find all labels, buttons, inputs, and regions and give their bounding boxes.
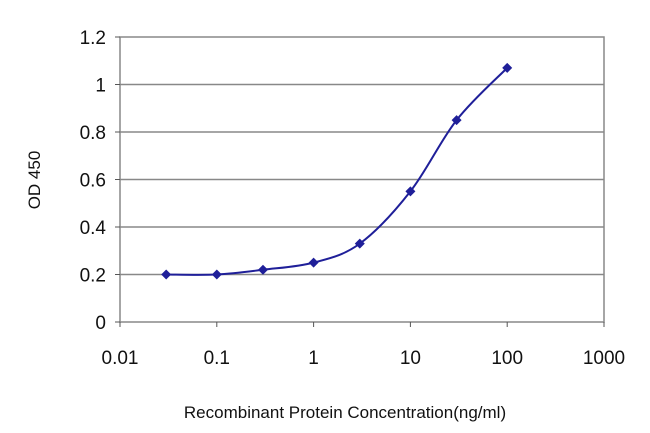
y-tick-label: 0.2 <box>80 266 106 287</box>
y-axis: 0 0.2 0.4 0.6 0.8 1 1.2 <box>80 28 120 334</box>
y-tick-label: 0 <box>95 313 106 334</box>
data-point <box>502 62 513 73</box>
series-layer <box>161 62 513 280</box>
data-point <box>451 115 462 126</box>
x-tick-label: 1 <box>308 348 319 369</box>
x-tick-label: 0.1 <box>204 348 230 369</box>
data-point <box>211 269 222 280</box>
x-tick-label: 1000 <box>583 348 625 369</box>
x-axis: 0.01 0.1 1 10 100 1000 <box>102 322 625 369</box>
y-tick-label: 0.8 <box>80 123 106 144</box>
y-tick-label: 1 <box>95 76 106 97</box>
data-point <box>405 186 416 197</box>
data-point <box>161 269 172 280</box>
y-tick-label: 1.2 <box>80 28 106 49</box>
x-tick-label: 0.01 <box>102 348 139 369</box>
y-axis-label: OD 450 <box>25 151 44 210</box>
series-line <box>166 67 508 276</box>
data-point <box>354 238 365 249</box>
x-tick-label: 100 <box>491 348 523 369</box>
x-tick-label: 10 <box>400 348 421 369</box>
x-axis-label: Recombinant Protein Concentration(ng/ml) <box>184 403 506 422</box>
data-point <box>308 257 319 268</box>
y-tick-label: 0.4 <box>80 218 107 239</box>
y-tick-label: 0.6 <box>80 171 106 192</box>
data-point <box>257 264 268 275</box>
gridlines <box>120 83 604 276</box>
